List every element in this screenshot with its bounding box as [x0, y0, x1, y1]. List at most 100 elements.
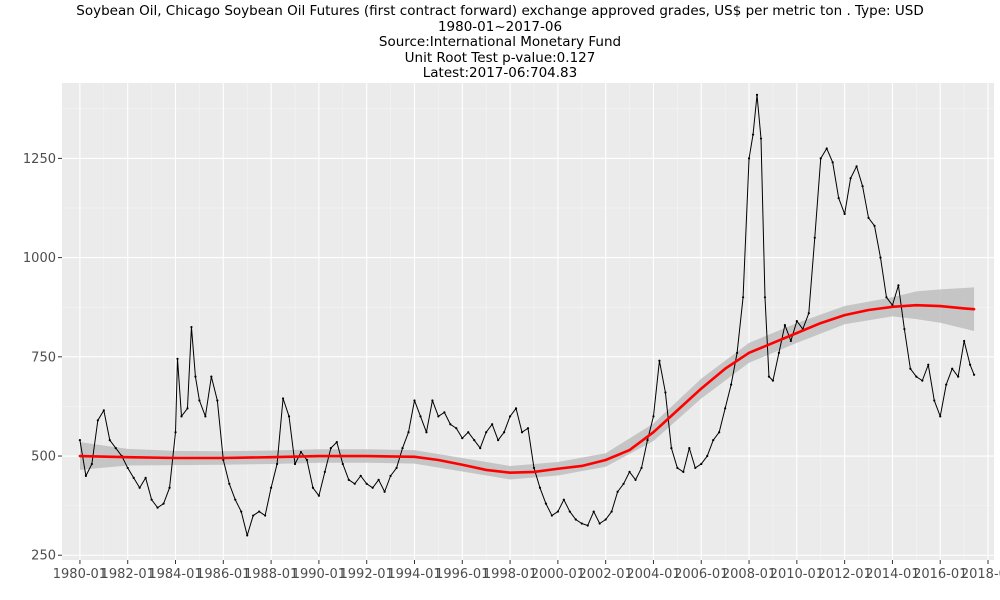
data-point [204, 415, 207, 418]
data-point [341, 462, 344, 466]
x-tick-label: 2014-01 [865, 567, 919, 582]
data-point [176, 357, 179, 360]
data-point [174, 431, 177, 434]
data-point [455, 427, 458, 430]
data-point [419, 415, 422, 418]
data-point [538, 486, 542, 489]
data-point [550, 514, 553, 517]
title-line-5: Latest:2017-06:704.83 [422, 65, 578, 81]
grid-minor [62, 83, 994, 560]
data-point [927, 363, 930, 366]
data-point [479, 446, 482, 450]
data-point [682, 470, 685, 474]
data-point [759, 137, 763, 140]
data-point [132, 476, 135, 479]
data-point [664, 391, 667, 394]
data-point [837, 196, 840, 200]
x-tick-label: 2004-01 [626, 567, 680, 582]
y-tick-label: 250 [31, 549, 56, 564]
x-tick-label: 1986-01 [196, 567, 250, 582]
data-point [807, 312, 810, 315]
data-point [843, 212, 846, 216]
data-point [763, 296, 767, 299]
data-point [329, 446, 332, 450]
data-point [437, 415, 440, 418]
data-point [718, 431, 721, 434]
data-point [84, 474, 87, 477]
x-tick-label: 1984-01 [148, 567, 202, 582]
data-point [90, 462, 93, 466]
data-point [258, 510, 261, 513]
y-tick-label: 1250 [23, 152, 56, 167]
data-point [813, 236, 816, 239]
data-point [389, 474, 392, 477]
data-point [706, 454, 709, 458]
data-point [96, 419, 99, 422]
data-point [305, 458, 309, 462]
series-layer [78, 93, 976, 537]
chart-title: Soybean Oil, Chicago Soybean Oil Futures… [0, 3, 1000, 82]
data-point [526, 427, 530, 430]
data-point [359, 474, 362, 477]
data-point [767, 375, 771, 378]
data-point [969, 363, 972, 366]
data-point [849, 177, 852, 180]
data-point [497, 439, 500, 442]
x-tick-label: 1992-01 [340, 567, 394, 582]
data-point [395, 466, 398, 470]
data-point [144, 476, 147, 479]
data-point [216, 399, 219, 402]
data-point [640, 466, 643, 470]
y-tick-label: 1000 [23, 251, 56, 266]
x-tick-label: 2002-01 [579, 567, 633, 582]
data-point [556, 510, 559, 513]
x-tick-label: 2008-01 [722, 567, 776, 582]
data-point [287, 415, 291, 418]
x-tick-label: 1998-01 [483, 567, 537, 582]
x-tick-label: 2016-01 [913, 567, 967, 582]
data-point [945, 383, 948, 386]
data-point [198, 399, 201, 402]
data-point [622, 482, 625, 485]
data-point [957, 375, 960, 378]
data-point [747, 157, 751, 160]
x-tick-label: 2012-01 [817, 567, 871, 582]
data-point [371, 486, 374, 489]
data-point [491, 423, 494, 426]
x-tick-label: 2006-01 [674, 567, 728, 582]
data-point [413, 399, 416, 402]
data-point [712, 439, 715, 442]
data-point [580, 522, 583, 525]
data-point [670, 446, 673, 450]
x-tick-label: 1988-01 [244, 567, 298, 582]
data-point [114, 446, 117, 450]
data-point [751, 133, 755, 136]
data-point [365, 482, 368, 485]
x-tick-label: 1980-01 [53, 567, 107, 582]
data-point [951, 367, 954, 370]
data-point [933, 399, 936, 402]
data-point [377, 478, 380, 481]
data-point [275, 462, 279, 466]
data-point [449, 423, 452, 426]
data-point [873, 224, 876, 227]
data-point [634, 478, 637, 481]
data-point [616, 490, 619, 493]
data-point [281, 397, 285, 400]
data-point [485, 431, 488, 434]
data-point [246, 534, 249, 537]
data-point [652, 415, 655, 418]
data-point [755, 93, 759, 97]
data-point [520, 431, 524, 434]
data-point [347, 478, 350, 481]
data-point [431, 399, 434, 402]
x-tick-label: 2018-01 [961, 567, 1000, 582]
data-point [443, 411, 446, 414]
series-line-trend [78, 303, 976, 474]
data-point [222, 458, 225, 462]
data-point [903, 327, 906, 331]
data-point [317, 494, 320, 497]
data-point [138, 486, 141, 489]
data-point [676, 466, 679, 470]
